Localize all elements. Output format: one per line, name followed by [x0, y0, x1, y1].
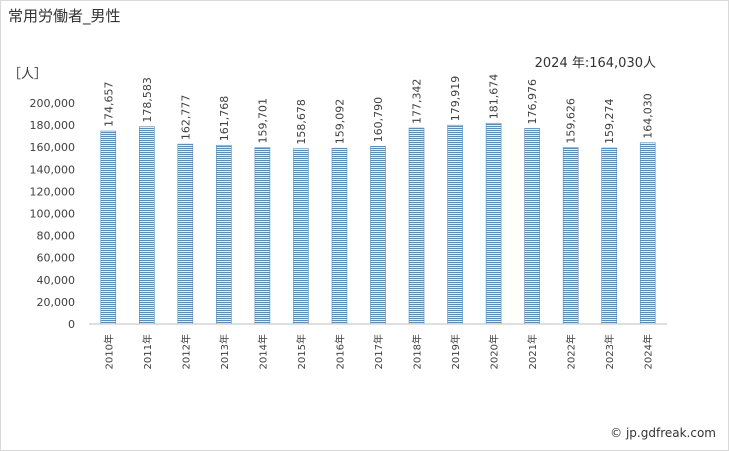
x-tick-label: 2021年: [526, 334, 539, 369]
bar: [331, 147, 348, 325]
data-label: 162,777: [179, 95, 192, 141]
bar: [254, 147, 271, 325]
chart-title: 常用労働者_男性: [8, 7, 121, 26]
data-label: 178,583: [141, 77, 154, 123]
data-label: 179,919: [449, 76, 462, 122]
x-tick-label: 2016年: [333, 334, 346, 369]
bar: [216, 144, 232, 325]
y-tick-label: 140,000: [30, 163, 76, 176]
x-tick-label: 2019年: [449, 334, 462, 369]
bar: [408, 127, 425, 325]
y-tick-label: 120,000: [30, 185, 76, 198]
copyright-credit: © jp.gdfreak.com: [610, 426, 716, 440]
data-label: 160,790: [372, 97, 385, 143]
x-tick-label: 2020年: [488, 334, 501, 369]
x-tick-label: 2022年: [565, 334, 578, 369]
bar: [447, 124, 463, 325]
data-label: 161,768: [218, 96, 231, 142]
bar: [100, 130, 117, 325]
x-tick-label: 2012年: [179, 334, 192, 369]
y-tick-label: 60,000: [37, 252, 76, 265]
y-tick-label: 0: [68, 318, 75, 331]
x-tick-label: 2011年: [141, 334, 154, 369]
y-axis-ticks: 0 20,000 40,000 60,000 80,000 100,000 120,000 1…: [30, 97, 76, 331]
data-label: 159,092: [333, 99, 346, 145]
y-tick-label: 100,000: [30, 208, 76, 221]
y-tick-label: 20,000: [37, 296, 76, 309]
x-tick-label: 2018年: [411, 334, 424, 369]
data-label: 159,274: [603, 99, 616, 145]
x-axis-ticks: 2010年 2011年 2012年 2013年 2014年 2015年 2016年 2017年…: [102, 334, 654, 369]
bar: [562, 147, 579, 325]
x-tick-label: 2017年: [372, 334, 385, 369]
bar: [485, 122, 502, 325]
y-unit-label: ［人］: [8, 67, 47, 82]
bars-group: [100, 122, 656, 325]
data-label: 177,342: [411, 79, 424, 125]
data-labels-group: 174,657 178,583 162,777 161,768 159,701 158,6…: [102, 74, 654, 145]
bar: [139, 126, 155, 325]
x-tick-label: 2014年: [256, 334, 269, 369]
x-tick-label: 2023年: [603, 334, 616, 369]
data-label: 159,626: [565, 98, 578, 144]
data-label: 159,701: [256, 98, 269, 144]
bar: [601, 147, 618, 325]
bar: [639, 142, 656, 325]
y-tick-label: 80,000: [37, 230, 76, 243]
data-label: 158,678: [295, 99, 308, 145]
bar: [293, 148, 309, 325]
x-tick-label: 2010年: [102, 334, 115, 369]
y-tick-label: 180,000: [30, 119, 76, 132]
latest-value-annotation: 2024 年:164,030人: [535, 56, 656, 71]
data-label: 176,976: [526, 79, 539, 125]
bar: [370, 146, 386, 325]
y-tick-label: 200,000: [30, 97, 76, 110]
x-tick-label: 2013年: [218, 334, 231, 369]
x-tick-label: 2015年: [295, 334, 308, 369]
bar: [177, 143, 194, 325]
x-tick-label: 2024年: [642, 334, 655, 369]
y-tick-label: 160,000: [30, 141, 76, 154]
y-tick-label: 40,000: [37, 274, 76, 287]
data-label: 164,030: [642, 93, 655, 139]
bar: [524, 128, 540, 325]
data-label: 174,657: [102, 82, 115, 127]
data-label: 181,674: [488, 74, 501, 119]
